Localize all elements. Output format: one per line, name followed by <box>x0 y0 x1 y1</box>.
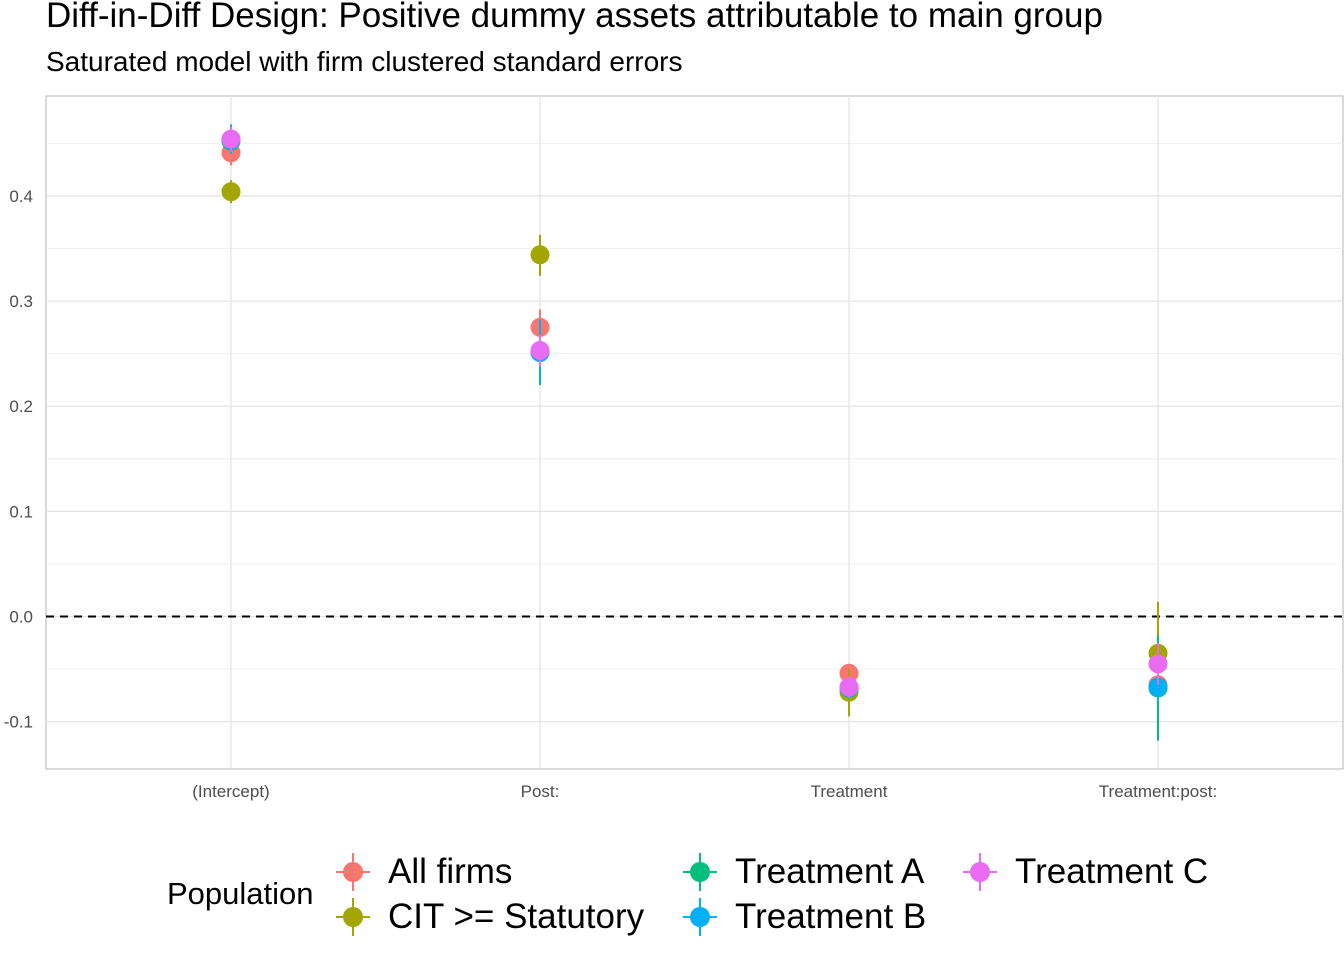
legend-key-icon <box>957 849 1003 895</box>
legend-label: Treatment C <box>1015 852 1209 891</box>
legend-item: Treatment B <box>677 894 926 940</box>
x-tick-label: (Intercept) <box>192 782 269 801</box>
x-tick-label: Post: <box>521 782 560 801</box>
axes: 0.4 0.3 0.2 0.1 0.0 -0.1 (Intercept) Post: Treat… <box>4 187 1218 801</box>
legend: Population All firms CIT >= Statutory Trea… <box>0 840 1344 950</box>
data-point <box>1148 654 1168 674</box>
data-point <box>530 340 550 360</box>
legend-label: CIT >= Statutory <box>388 897 645 936</box>
series-3 <box>221 124 1168 701</box>
legend-key-icon <box>330 894 376 940</box>
legend-label: Treatment B <box>735 897 927 936</box>
data-point <box>530 245 550 265</box>
y-tick-label: 0.3 <box>9 292 33 311</box>
series-4 <box>221 126 1168 698</box>
legend-item: Treatment C <box>957 849 1208 895</box>
y-tick-label: 0.1 <box>9 502 33 521</box>
legend-item: All firms <box>330 849 512 895</box>
y-tick-label: 0.4 <box>9 187 33 206</box>
y-tick-label: -0.1 <box>4 713 33 732</box>
series-1 <box>221 180 1168 717</box>
legend-key-icon <box>330 849 376 895</box>
data-point <box>839 677 859 697</box>
grid <box>45 95 1344 770</box>
chart-subtitle: Saturated model with firm clustered stan… <box>46 46 683 77</box>
data-layer <box>221 124 1168 741</box>
chart-title: Diff-in-Diff Design: Positive dummy asse… <box>46 0 1103 35</box>
legend-key-icon <box>677 849 723 895</box>
data-point <box>221 182 241 202</box>
panel-border <box>45 95 1344 770</box>
y-tick-label: 0.2 <box>9 397 33 416</box>
legend-key-icon <box>677 894 723 940</box>
x-tick-label: Treatment:post: <box>1099 782 1217 801</box>
data-point <box>221 129 241 149</box>
legend-item: Treatment A <box>677 849 924 895</box>
y-tick-label: 0.0 <box>9 608 33 627</box>
legend-label: All firms <box>388 852 513 891</box>
chart-plot: 0.4 0.3 0.2 0.1 0.0 -0.1 (Intercept) Post: Treat… <box>4 95 1344 801</box>
data-point <box>1148 677 1168 697</box>
series-2 <box>221 127 1168 741</box>
legend-item: CIT >= Statutory <box>330 894 644 940</box>
x-tick-label: Treatment <box>811 782 888 801</box>
legend-label: Treatment A <box>735 852 925 891</box>
legend-title: Population <box>167 876 314 911</box>
